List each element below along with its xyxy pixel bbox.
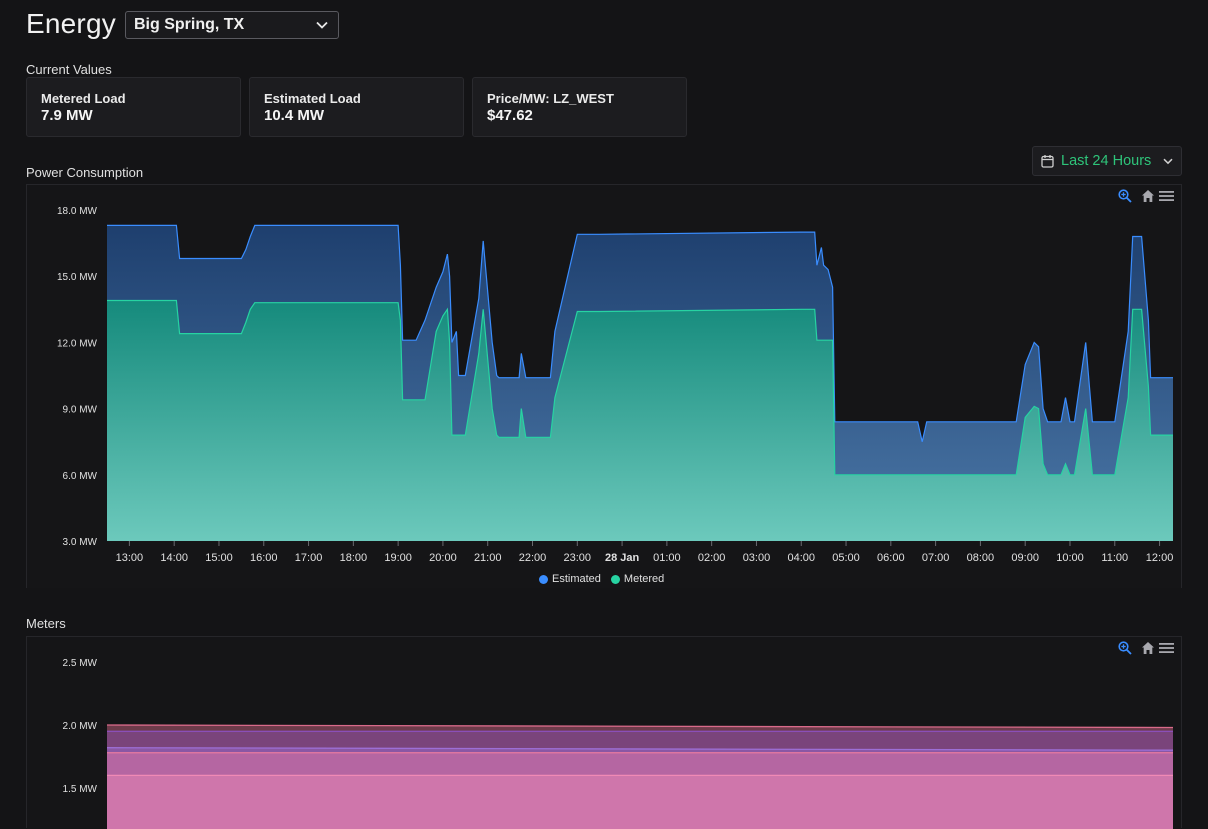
x-tick-label: 08:00 bbox=[967, 552, 995, 564]
price-card: Price/MW: LZ_WEST $47.62 bbox=[472, 77, 687, 137]
card-value: 7.9 MW bbox=[41, 107, 93, 124]
y-tick-label: 3.0 MW bbox=[63, 537, 98, 548]
power-legend: Estimated Metered bbox=[539, 573, 664, 585]
zoom-in-icon[interactable] bbox=[1118, 641, 1132, 655]
chevron-down-icon bbox=[316, 21, 328, 29]
power-consumption-label: Power Consumption bbox=[26, 165, 144, 180]
meter-series-area bbox=[107, 731, 1173, 829]
metered-series-area bbox=[107, 300, 1173, 541]
x-tick-label: 03:00 bbox=[743, 552, 771, 564]
x-tick-label: 02:00 bbox=[698, 552, 726, 564]
meter-series-line bbox=[106, 724, 1174, 729]
calendar-icon bbox=[1041, 155, 1054, 168]
x-tick-label: 20:00 bbox=[429, 552, 457, 564]
home-icon[interactable] bbox=[1141, 189, 1155, 203]
x-tick-label: 15:00 bbox=[205, 552, 233, 564]
site-select-value: Big Spring, TX bbox=[134, 16, 245, 33]
x-tick-label: 04:00 bbox=[787, 552, 815, 564]
x-tick-label: 23:00 bbox=[564, 552, 592, 564]
legend-dot-estimated bbox=[539, 574, 548, 584]
home-icon[interactable] bbox=[1141, 641, 1155, 655]
x-tick-label: 21:00 bbox=[474, 552, 502, 564]
x-tick-label: 14:00 bbox=[160, 552, 188, 564]
metered-series-line bbox=[107, 299, 1173, 476]
x-tick-label: 16:00 bbox=[250, 552, 278, 564]
x-tick-label: 01:00 bbox=[653, 552, 681, 564]
site-select[interactable]: Big Spring, TX bbox=[125, 11, 339, 39]
legend-dot-metered bbox=[610, 574, 620, 584]
x-tick-label: 13:00 bbox=[116, 552, 144, 564]
x-tick-label: 19:00 bbox=[384, 552, 412, 564]
x-tick-label: 18:00 bbox=[340, 552, 368, 564]
legend-metered[interactable]: Metered bbox=[623, 573, 665, 585]
x-tick-label: 28 Jan bbox=[605, 552, 640, 564]
legend-estimated[interactable]: Estimated bbox=[552, 573, 601, 585]
card-value: $47.62 bbox=[487, 107, 533, 124]
estimated-load-card: Estimated Load 10.4 MW bbox=[249, 77, 464, 137]
x-tick-label: 06:00 bbox=[877, 552, 905, 564]
chevron-down-icon bbox=[1163, 158, 1173, 164]
meters-chart-panel: 1.5 MW 2.0 MW 2.5 MW bbox=[26, 636, 1182, 829]
meter-series-area bbox=[107, 725, 1173, 829]
meters-label: Meters bbox=[26, 616, 66, 631]
x-tick-label: 05:00 bbox=[832, 552, 860, 564]
x-tick-label: 09:00 bbox=[1011, 552, 1039, 564]
estimated-series-line bbox=[107, 224, 1173, 442]
menu-icon[interactable] bbox=[1159, 642, 1174, 654]
y-tick-label: 9.0 MW bbox=[63, 405, 98, 416]
current-values-label: Current Values bbox=[26, 62, 112, 77]
card-value: 10.4 MW bbox=[264, 107, 325, 124]
power-chart-panel: 3.0 MW 6.0 MW 9.0 MW 12.0 MW 15.0 MW 18.0 MW 1… bbox=[26, 184, 1182, 588]
y-tick-label: 2.5 MW bbox=[63, 658, 98, 669]
x-tick-label: 22:00 bbox=[519, 552, 547, 564]
card-label: Metered Load bbox=[41, 91, 126, 106]
metered-load-card: Metered Load 7.9 MW bbox=[26, 77, 241, 137]
meter-series-line bbox=[106, 747, 1174, 751]
power-chart: 3.0 MW 6.0 MW 9.0 MW 12.0 MW 15.0 MW 18.0 MW 1… bbox=[57, 206, 1174, 564]
time-range-button[interactable]: Last 24 Hours bbox=[1032, 146, 1182, 176]
page-title: Energy bbox=[26, 8, 116, 39]
y-tick-label: 18.0 MW bbox=[57, 206, 98, 217]
card-label: Price/MW: LZ_WEST bbox=[487, 91, 614, 106]
menu-icon[interactable] bbox=[1159, 190, 1174, 202]
x-tick-label: 11:00 bbox=[1101, 552, 1128, 564]
y-tick-label: 6.0 MW bbox=[63, 471, 98, 482]
meter-series-area bbox=[107, 747, 1173, 829]
x-tick-label: 12:00 bbox=[1146, 552, 1174, 564]
time-range-label: Last 24 Hours bbox=[1061, 153, 1152, 169]
y-tick-label: 1.5 MW bbox=[63, 784, 98, 795]
y-tick-label: 15.0 MW bbox=[57, 272, 98, 283]
x-tick-label: 07:00 bbox=[922, 552, 950, 564]
y-tick-label: 2.0 MW bbox=[63, 721, 98, 732]
x-tick-label: 10:00 bbox=[1056, 552, 1084, 564]
x-tick-label: 17:00 bbox=[295, 552, 323, 564]
card-label: Estimated Load bbox=[264, 91, 361, 106]
zoom-in-icon[interactable] bbox=[1118, 189, 1132, 203]
y-tick-label: 12.0 MW bbox=[57, 338, 98, 349]
meter-series-area bbox=[107, 775, 1173, 829]
meter-series-area bbox=[107, 752, 1173, 829]
meters-chart: 1.5 MW 2.0 MW 2.5 MW bbox=[63, 658, 1174, 829]
